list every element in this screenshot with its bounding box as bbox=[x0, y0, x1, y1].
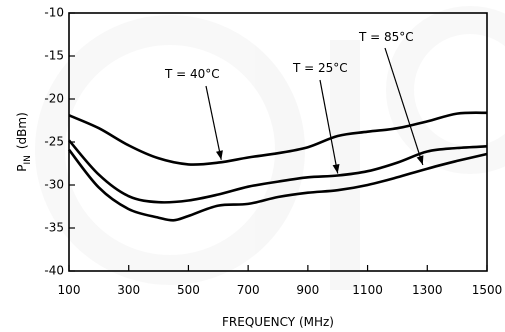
annotation-arrow bbox=[319, 79, 339, 174]
svg-text:PIN(dBm): PIN (dBm) bbox=[15, 112, 33, 172]
x-axis-label: FREQUENCY (MHz) bbox=[222, 315, 334, 329]
annotation-t25: T = 25°C bbox=[292, 61, 348, 174]
series-line-1 bbox=[68, 139, 488, 204]
y-axis-label: PIN (dBm) bbox=[15, 112, 33, 172]
x-tick-label: 1300 bbox=[412, 283, 443, 297]
x-tick-label: 100 bbox=[58, 283, 81, 297]
y-tick-label: -35 bbox=[44, 221, 64, 235]
y-axis-label-unit: (dBm) bbox=[15, 112, 29, 149]
arrowhead-icon bbox=[216, 150, 223, 160]
y-axis-label-symbol: P bbox=[15, 165, 29, 172]
series-line-2 bbox=[67, 148, 488, 222]
annotation-arrow bbox=[205, 85, 222, 160]
annotation-label: T = 40°C bbox=[164, 67, 220, 81]
watermark bbox=[35, 6, 505, 290]
y-tick-marks bbox=[69, 12, 75, 272]
x-tick-label: 1500 bbox=[472, 283, 503, 297]
arrowhead-icon bbox=[416, 155, 424, 165]
annotation-label: T = 85°C bbox=[358, 30, 414, 44]
y-tick-label: -40 bbox=[44, 264, 64, 278]
arrowhead-icon bbox=[332, 164, 340, 174]
annotation-t40: T = 40°C bbox=[164, 67, 223, 160]
x-tick-marks bbox=[68, 265, 488, 271]
annotation-t85: T = 85°C bbox=[358, 30, 424, 166]
annotation-label: T = 25°C bbox=[292, 61, 348, 75]
y-tick-label: -30 bbox=[44, 178, 64, 192]
y-axis-label-subscript: IN bbox=[23, 155, 33, 164]
x-tick-label: 1100 bbox=[352, 283, 383, 297]
series-line-0 bbox=[68, 111, 488, 166]
y-tick-label: -20 bbox=[44, 92, 64, 106]
x-tick-label: 700 bbox=[237, 283, 260, 297]
y-tick-label: -25 bbox=[44, 135, 64, 149]
x-tick-label: 300 bbox=[117, 283, 140, 297]
x-tick-label: 900 bbox=[296, 283, 319, 297]
x-tick-label: 500 bbox=[177, 283, 200, 297]
series-layer bbox=[67, 111, 488, 222]
y-tick-label: -15 bbox=[44, 49, 64, 63]
annotation-arrow bbox=[384, 47, 424, 166]
y-tick-label: -10 bbox=[44, 6, 64, 20]
